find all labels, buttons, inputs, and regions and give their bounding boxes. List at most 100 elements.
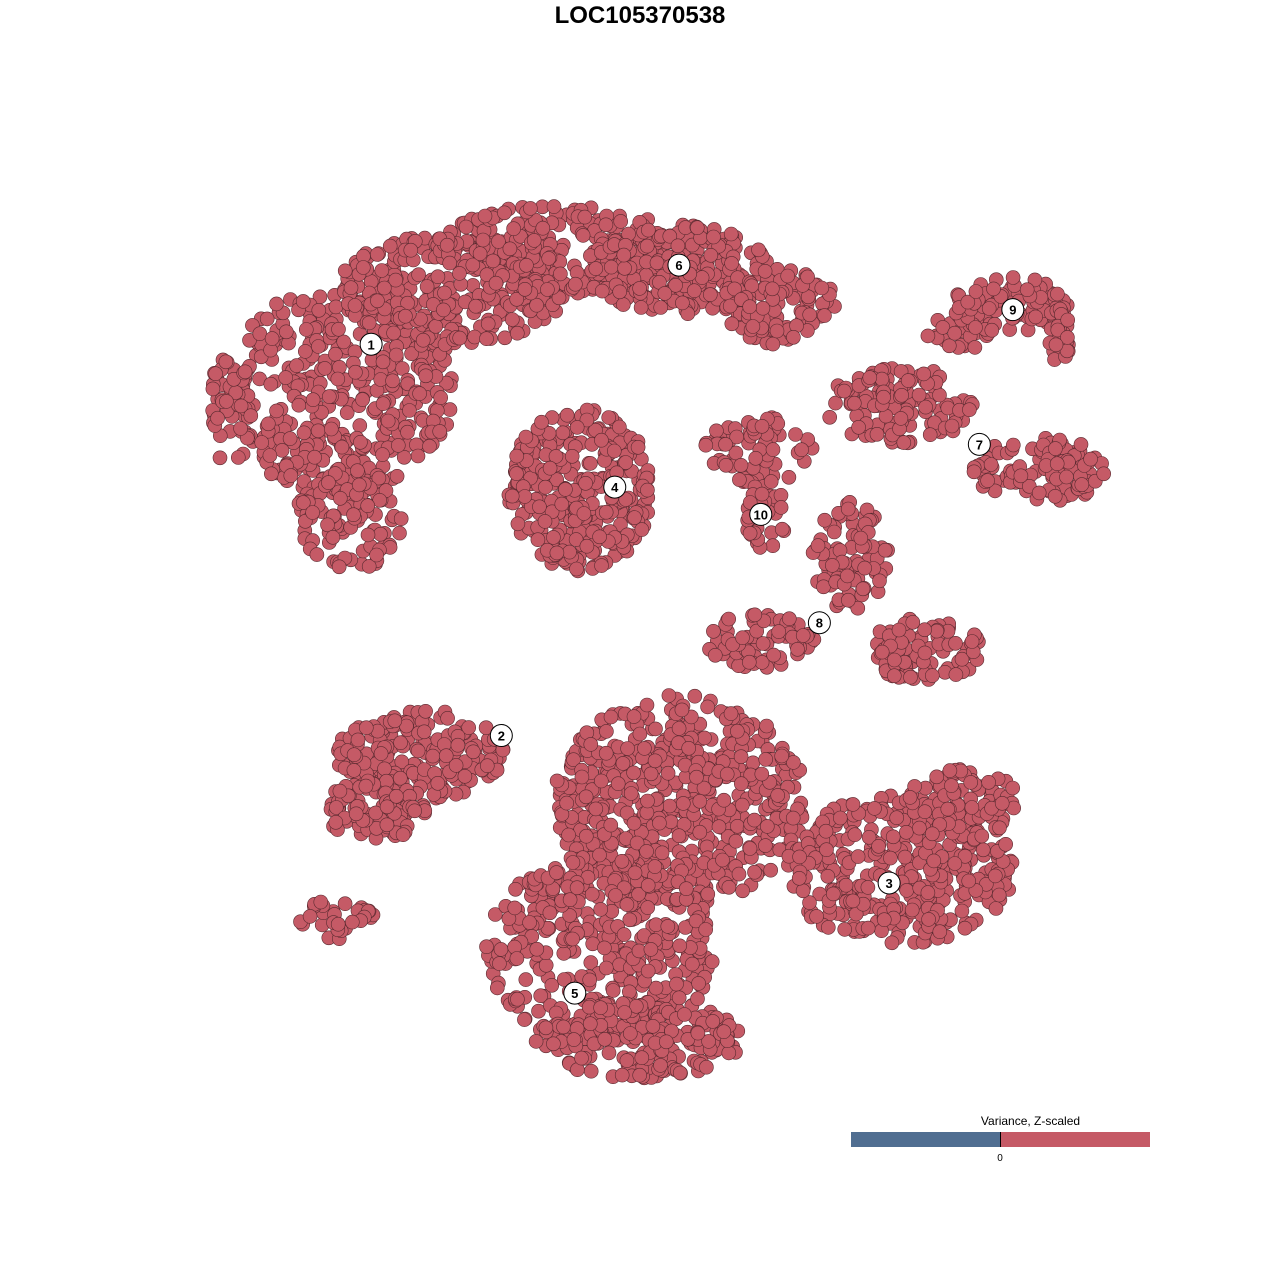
data-point (493, 942, 509, 957)
data-point (1013, 468, 1029, 484)
data-point (278, 324, 294, 340)
data-point (583, 1063, 599, 1079)
data-point (689, 220, 705, 235)
data-point (392, 770, 408, 786)
data-point (791, 870, 807, 886)
data-point (344, 914, 360, 930)
legend-low-segment (851, 1132, 1001, 1147)
data-point (929, 769, 945, 785)
data-point (564, 448, 580, 464)
data-point (350, 732, 366, 748)
data-point (877, 542, 893, 558)
data-point (632, 281, 647, 296)
data-point (395, 827, 411, 843)
data-point (613, 214, 629, 229)
data-point (792, 849, 807, 865)
data-point (598, 960, 614, 976)
data-point (757, 263, 773, 279)
data-point (263, 376, 279, 392)
data-point (847, 827, 863, 843)
data-point (891, 622, 907, 638)
data-point (709, 423, 724, 439)
cluster-label-3: 3 (877, 871, 901, 895)
data-point (826, 524, 842, 540)
data-point (755, 636, 771, 651)
data-point (840, 568, 855, 584)
data-point (988, 901, 1004, 916)
data-point (452, 266, 467, 281)
data-point (690, 991, 705, 1007)
data-point (700, 886, 716, 902)
data-point (477, 208, 493, 224)
data-point (622, 912, 638, 928)
data-point (1050, 286, 1065, 302)
data-point (541, 251, 557, 266)
data-point (555, 425, 571, 441)
data-point (403, 242, 419, 258)
data-point (648, 721, 663, 737)
data-point (640, 878, 656, 893)
data-point (724, 316, 740, 332)
data-point (546, 530, 561, 545)
data-point (593, 773, 609, 789)
data-point (348, 364, 363, 380)
data-point (687, 688, 703, 704)
data-point (410, 743, 426, 759)
data-point (974, 828, 990, 844)
data-point (568, 276, 583, 292)
data-point (820, 920, 836, 935)
cluster-label-text: 5 (571, 986, 578, 1001)
data-point (763, 862, 779, 878)
data-point (671, 828, 687, 844)
data-point (614, 853, 630, 869)
data-point (932, 924, 948, 940)
data-point (968, 284, 984, 299)
data-point (219, 394, 234, 409)
data-point (724, 256, 739, 271)
data-point (678, 881, 694, 897)
data-point (337, 263, 353, 279)
data-point (632, 726, 648, 742)
data-point (781, 469, 797, 485)
data-point (748, 450, 764, 466)
data-point (507, 900, 523, 916)
data-point (649, 255, 665, 271)
data-point (616, 927, 632, 942)
data-point (809, 909, 824, 924)
data-point (733, 457, 749, 473)
data-point (817, 512, 833, 528)
data-point (576, 506, 592, 521)
data-point (260, 416, 276, 432)
data-point (790, 641, 805, 657)
data-point (640, 900, 656, 915)
data-point (1019, 282, 1035, 298)
data-point (689, 769, 704, 785)
data-point (1005, 780, 1021, 796)
data-point (998, 836, 1014, 852)
data-point (747, 607, 763, 623)
data-point (917, 804, 933, 820)
data-point (509, 466, 524, 481)
data-point (561, 827, 576, 843)
data-point (382, 238, 398, 254)
data-point (742, 299, 758, 315)
data-point (942, 763, 958, 778)
data-point (1005, 270, 1021, 285)
data-point (457, 768, 473, 784)
data-point (637, 741, 652, 756)
data-point (674, 702, 690, 718)
data-point (375, 447, 390, 462)
data-point (703, 248, 719, 263)
data-point (962, 402, 977, 418)
data-point (346, 507, 361, 523)
data-point (317, 361, 333, 376)
data-point (517, 489, 533, 504)
data-point (967, 340, 983, 355)
data-point (692, 824, 708, 840)
data-point (654, 845, 670, 861)
data-point (802, 307, 818, 323)
data-point (675, 295, 690, 311)
data-point (351, 477, 367, 493)
data-point (302, 909, 318, 924)
data-point (721, 1045, 737, 1061)
